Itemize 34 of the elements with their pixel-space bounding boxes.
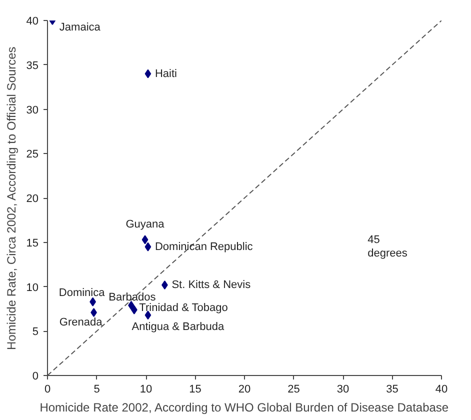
- x-axis-title: Homicide Rate 2002, According to WHO Global Burden of Disease Database: [40, 400, 449, 414]
- y-tick-label: 25: [26, 148, 39, 161]
- y-axis-title: Homicide Rate, Circa 2002, According to Official Sources: [4, 46, 18, 350]
- y-tick-label: 5: [32, 326, 39, 338]
- x-tick-label: 30: [336, 384, 350, 396]
- annotation: Jamaica: [59, 22, 102, 34]
- y-tick-label: 30: [26, 104, 39, 116]
- x-tick-label: 5: [94, 384, 100, 396]
- y-tick-label: 15: [26, 237, 39, 250]
- point: [142, 235, 148, 244]
- annotation: Guyana: [126, 218, 166, 231]
- y-tick-label: 40: [26, 16, 39, 28]
- y-tick-label: 0: [32, 370, 39, 382]
- x-tick-label: 20: [238, 384, 251, 396]
- x-tick-label: 10: [140, 384, 152, 396]
- y-tick-label: 10: [26, 282, 39, 294]
- point: [144, 242, 152, 252]
- y-tick-label: 20: [26, 193, 39, 205]
- x-tick-label: 35: [386, 384, 398, 396]
- annotation: Trinidad & Tobago: [139, 302, 228, 314]
- y-tick-label: 35: [26, 60, 39, 72]
- annotation: Dominica: [58, 286, 106, 299]
- x-tick-label: 15: [189, 384, 202, 396]
- annotation: Dominican Republic: [154, 240, 254, 253]
- annotation: St. Kitts & Nevis: [172, 278, 252, 291]
- point: [144, 69, 152, 78]
- x-tick-label: 0: [44, 384, 51, 396]
- annotation: Grenada: [59, 316, 104, 328]
- annotation: Antigua & Barbuda: [132, 321, 226, 334]
- x-tick-label: 25: [288, 384, 300, 396]
- annotation: 45 degrees: [368, 234, 408, 260]
- x-tick-label: 40: [435, 384, 448, 396]
- annotation: Haiti: [154, 68, 177, 80]
- annotation: Barbados: [108, 291, 156, 304]
